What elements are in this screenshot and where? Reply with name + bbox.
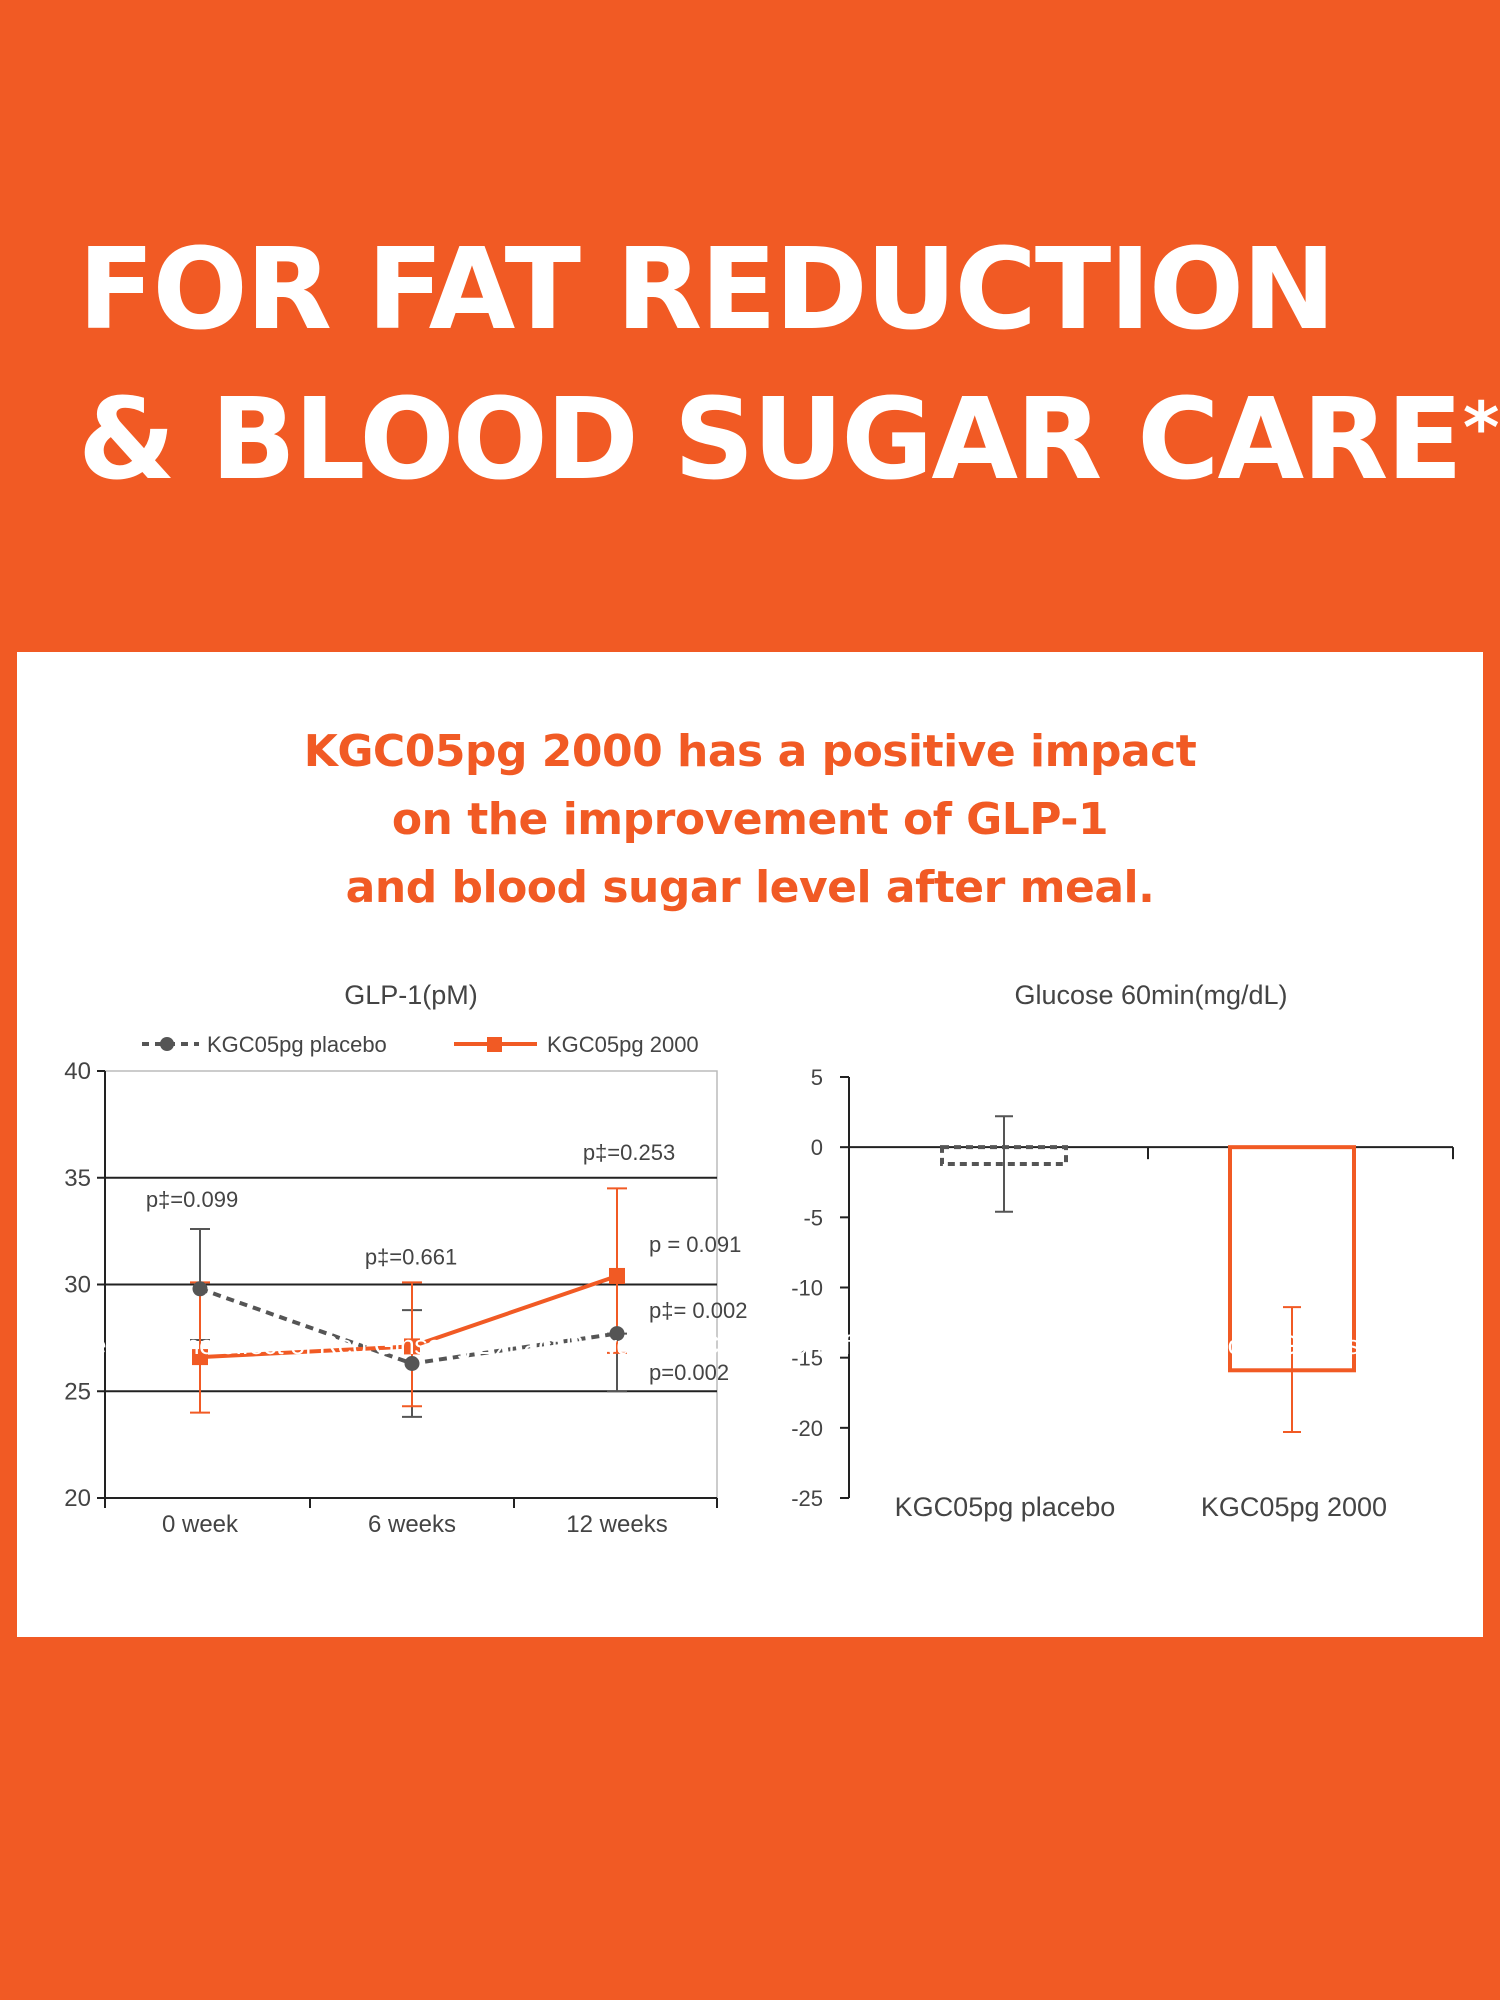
subhead-line-1: KGC05pg 2000 has a positive impact xyxy=(303,726,1197,777)
headline-line-2: & BLOOD SUGAR CARE* xyxy=(78,365,1500,515)
charts-svg: GLP-1(pM) KGC05pg placebo KGC05pg 2000 20 25… xyxy=(64,980,1454,1538)
treatment-point xyxy=(609,1267,625,1284)
glp1-pvalue-annotation: p‡=0.253 xyxy=(583,1140,675,1165)
chart-panel: KGC05pg 2000 has a positive impact on th… xyxy=(17,652,1483,1637)
glucose-y-tick-label: -15 xyxy=(791,1346,823,1371)
headline-asterisk: * xyxy=(1462,387,1500,469)
glucose-x-category-label: KGC05pg 2000 xyxy=(1201,1492,1387,1522)
glp1-x-tick-label: 12 weeks xyxy=(566,1511,667,1538)
treatment-point xyxy=(192,1349,208,1366)
placebo-point xyxy=(192,1281,208,1297)
subhead-line-2: on the improvement of GLP-1 xyxy=(391,794,1109,845)
legend-treatment-label: KGC05pg 2000 xyxy=(547,1032,699,1057)
glucose-y-tick-label: 5 xyxy=(811,1065,823,1090)
glucose-y-tick-label: -5 xyxy=(803,1205,823,1230)
glucose-y-tick-label: -10 xyxy=(791,1276,823,1301)
glp1-y-tick-label: 25 xyxy=(64,1378,91,1405)
glucose-y-tick-label: 0 xyxy=(811,1135,823,1160)
glucose-y-tick-label: -25 xyxy=(791,1486,823,1511)
legend-placebo-label: KGC05pg placebo xyxy=(207,1032,387,1057)
legend-placebo-marker xyxy=(160,1037,174,1051)
glp1-y-tick-label: 20 xyxy=(64,1485,91,1512)
headline: FOR FAT REDUCTION & BLOOD SUGAR CARE* xyxy=(78,215,1500,515)
headline-line-2-text: & BLOOD SUGAR CARE xyxy=(78,375,1463,505)
glp1-pvalue-annotation: p=0.002 xyxy=(649,1360,729,1385)
glp1-pvalue-annotation: p‡= 0.002 xyxy=(649,1298,747,1323)
headline-line-1: FOR FAT REDUCTION xyxy=(78,225,1336,355)
glp1-pvalue-annotation: p‡=0.661 xyxy=(365,1245,457,1270)
glp1-y-tick-label: 30 xyxy=(64,1272,91,1299)
legend-treatment-marker xyxy=(487,1037,502,1052)
glp1-x-tick-label: 6 weeks xyxy=(368,1511,456,1538)
glp1-y-tick-label: 40 xyxy=(64,1058,91,1085)
placebo-point xyxy=(404,1355,420,1371)
reference-footnote: *Reference : The effect of Red Ginseng E… xyxy=(18,1330,1374,1360)
glucose-chart-title: Glucose 60min(mg/dL) xyxy=(1014,980,1287,1010)
glp1-y-tick-label: 35 xyxy=(64,1165,91,1192)
subhead-line-3: and blood sugar level after meal. xyxy=(345,862,1155,913)
glucose-y-tick-label: -20 xyxy=(791,1416,823,1441)
glucose-x-category-label: KGC05pg placebo xyxy=(895,1492,1116,1522)
glp1-pvalue-annotation: p = 0.091 xyxy=(649,1232,741,1257)
placebo-point xyxy=(609,1326,625,1342)
glp1-chart-title: GLP-1(pM) xyxy=(344,980,478,1010)
treatment-point xyxy=(404,1338,420,1355)
glp1-x-tick-label: 0 week xyxy=(162,1511,239,1538)
panel-subheading: KGC05pg 2000 has a positive impact on th… xyxy=(17,718,1483,922)
glp1-pvalue-annotation: p‡=0.099 xyxy=(146,1187,238,1212)
